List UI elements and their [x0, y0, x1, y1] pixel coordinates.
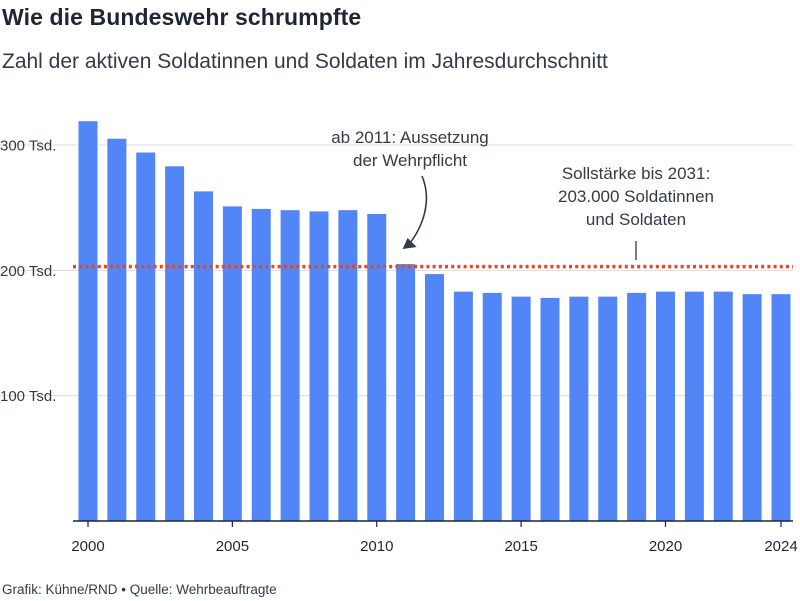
bar-2002 — [136, 152, 156, 521]
x-tick-label: 2024 — [764, 538, 797, 555]
axis-layer: 2000 2005 2010 2015 2020 2024 — [71, 520, 798, 555]
bar-2023 — [742, 294, 762, 521]
bar-2010 — [367, 213, 387, 521]
bar-2006 — [251, 208, 271, 522]
annotation-text: und Soldaten — [586, 210, 686, 229]
annotation-arrow — [407, 175, 428, 247]
bar-2018 — [598, 296, 618, 521]
annotation-arrowhead — [402, 238, 417, 249]
bar-2013 — [453, 291, 473, 521]
bar-2024 — [771, 294, 791, 521]
bar-layer — [78, 121, 791, 522]
bar-2001 — [107, 138, 127, 521]
bar-2014 — [482, 292, 502, 521]
annotation-text: ab 2011: Aussetzung — [331, 128, 489, 147]
x-tick-label: 2010 — [360, 538, 393, 555]
bar-2020 — [656, 291, 675, 521]
bar-2016 — [540, 297, 560, 521]
bar-2021 — [684, 291, 704, 521]
bar-2022 — [713, 291, 733, 521]
x-tick-label: 2015 — [504, 538, 537, 555]
bar-2009 — [338, 210, 358, 521]
annotation-text: der Wehrpflicht — [353, 151, 467, 170]
annotation-text: 203.000 Soldatinnen — [558, 187, 714, 206]
bar-2017 — [569, 296, 589, 521]
bar-2011 — [396, 264, 416, 521]
x-tick-label: 2020 — [649, 538, 682, 555]
bar-2008 — [309, 211, 329, 521]
annotation-text: Sollstärke bis 2031: — [562, 164, 710, 183]
bar-2012 — [425, 274, 444, 521]
chart-subtitle: Zahl der aktiven Soldatinnen und Soldate… — [2, 50, 608, 73]
y-tick-label: 100 Tsd. — [0, 388, 56, 405]
annotation-layer: ab 2011: Aussetzung der Wehrpflicht Sollst… — [331, 128, 714, 260]
bar-2004 — [194, 191, 213, 521]
chart-footer: Grafik: Kühne/RND • Quelle: Wehrbeauftra… — [2, 582, 277, 597]
x-tick-label: 2000 — [71, 538, 104, 555]
bar-2007 — [280, 210, 300, 521]
y-tick-label: 300 Tsd. — [0, 138, 56, 155]
chart-title: Wie die Bundeswehr schrumpfte — [2, 4, 362, 30]
y-tick-label: 200 Tsd. — [0, 263, 56, 280]
bar-2019 — [627, 292, 647, 521]
bar-2000 — [78, 121, 98, 521]
bar-2015 — [511, 296, 531, 521]
bar-2005 — [222, 206, 242, 521]
bar-2003 — [165, 166, 185, 521]
x-tick-label: 2005 — [216, 538, 249, 555]
